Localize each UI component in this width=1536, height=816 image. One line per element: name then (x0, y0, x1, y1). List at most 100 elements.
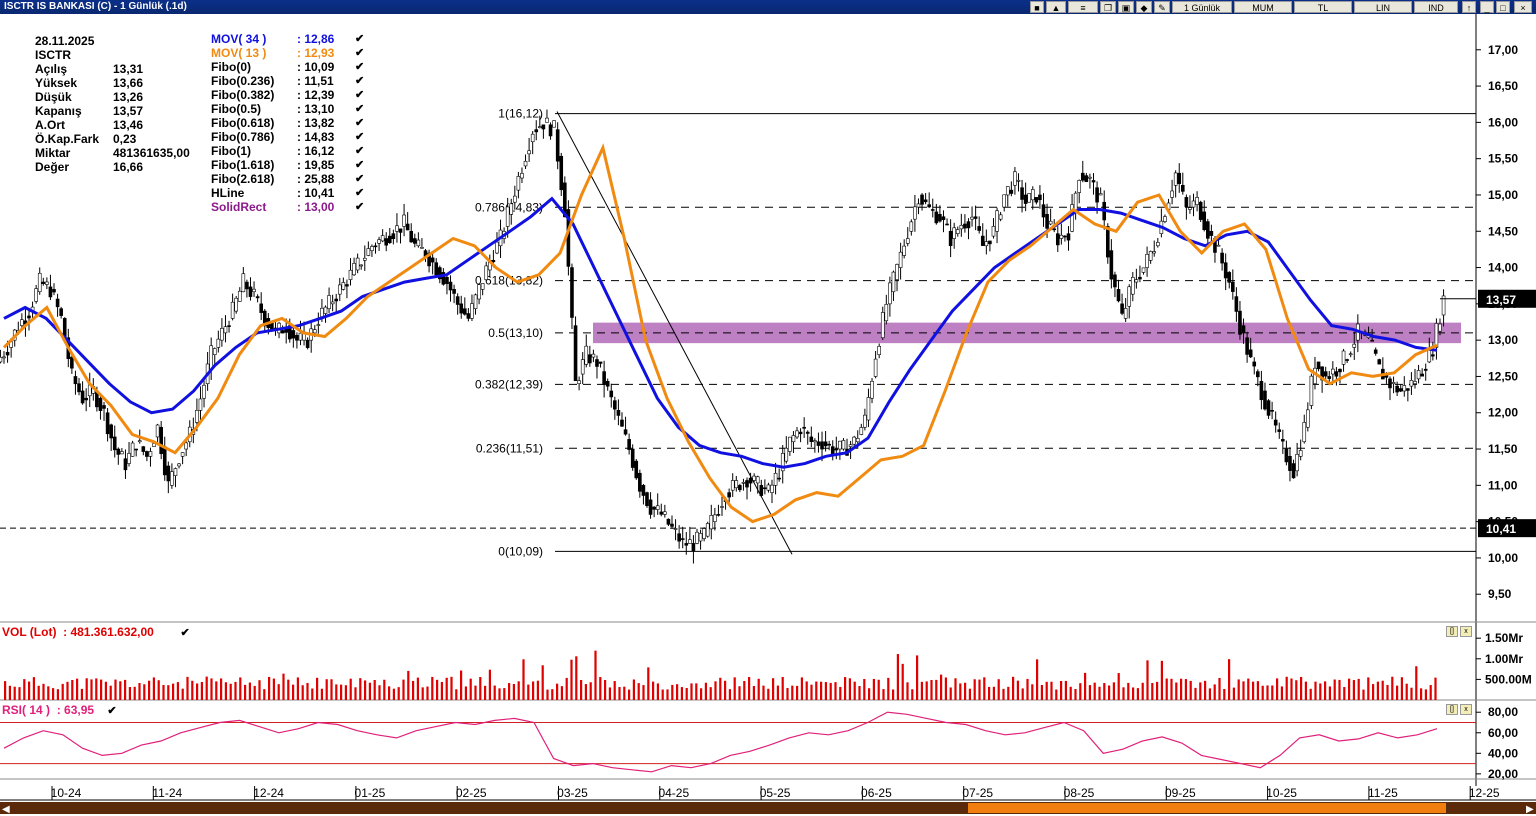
scrollbar-thumb[interactable] (968, 803, 1446, 813)
zoom-icon[interactable]: ◆ (1136, 1, 1152, 13)
volume-bar (402, 679, 405, 700)
candle-body (616, 410, 621, 416)
volume-bar (1151, 682, 1154, 700)
visible-check-icon[interactable]: ✔ (355, 159, 365, 171)
volume-bar (234, 681, 237, 700)
volume-bar (378, 685, 381, 700)
candle-body (630, 448, 635, 468)
scroll-right-icon: ▶ (1526, 804, 1534, 815)
price-tick-label: 14,50 (1488, 224, 1518, 238)
draw-icon[interactable]: ✎ (1154, 1, 1170, 13)
compare-icon[interactable]: ≡ (1068, 1, 1098, 13)
volume-bar (599, 677, 602, 700)
indicator-row[interactable]: Fibo(0.786): 14,83 ✔ (211, 130, 371, 144)
indicator-row[interactable]: Fibo(0.236): 11,51 ✔ (211, 74, 371, 88)
volume-close-icon[interactable]: x (1460, 626, 1472, 637)
indicator-row[interactable]: Fibo(0): 10,09 ✔ (211, 60, 371, 74)
visible-check-icon[interactable]: ✔ (355, 89, 365, 101)
volume-bar (61, 683, 64, 700)
candle-body (170, 471, 174, 486)
indicator-row[interactable]: MOV( 13 ): 12,93 ✔ (211, 46, 371, 60)
candle-body (1206, 221, 1210, 239)
candle-body (395, 225, 399, 232)
mode-dropdown[interactable]: IND (1414, 1, 1458, 13)
candle-body (1220, 252, 1224, 264)
visible-check-icon[interactable]: ✔ (355, 187, 365, 199)
visible-check-icon[interactable]: ✔ (355, 173, 365, 185)
maximize-icon[interactable]: □ (1496, 1, 1510, 13)
volume-bar (128, 686, 131, 700)
indicator-row[interactable]: Fibo(0.382): 12,39 ✔ (211, 88, 371, 102)
candle-body (362, 257, 367, 261)
indicator-row[interactable]: Fibo(0.5): 13,10 ✔ (211, 102, 371, 116)
rsi-tick-label: 20,00 (1488, 767, 1518, 781)
close-icon[interactable]: × (1514, 1, 1532, 13)
rsi-settings-icon[interactable]: [] (1446, 704, 1458, 715)
currency-dropdown[interactable]: TL (1294, 1, 1352, 13)
visible-check-icon[interactable]: ✔ (355, 47, 365, 59)
volume-bar (1136, 688, 1139, 700)
indicator-row[interactable]: HLine: 10,41 ✔ (211, 186, 371, 200)
help-icon[interactable]: ↑ (1462, 1, 1476, 13)
template-icon[interactable]: ▣ (1118, 1, 1134, 13)
candle-body (1323, 371, 1328, 377)
indicator-row[interactable]: Fibo(1.618): 19,85 ✔ (211, 158, 371, 172)
candle-body (1377, 359, 1382, 365)
copy-icon[interactable]: ❐ (1100, 1, 1116, 13)
scale-dropdown[interactable]: LIN (1354, 1, 1412, 13)
volume-bar (733, 677, 736, 700)
time-tick-label: 12-25 (1469, 786, 1500, 800)
candle-body (763, 487, 767, 490)
candle-body (988, 240, 992, 245)
rsi-close-icon[interactable]: x (1460, 704, 1472, 715)
volume-bar (397, 687, 400, 700)
price-chart[interactable]: 17,0016,5016,0015,5015,0014,5014,0013,50… (0, 14, 1536, 816)
visible-check-icon[interactable]: ✔ (355, 75, 365, 87)
minimize-icon[interactable]: _ (1480, 1, 1494, 13)
candle-body (366, 248, 371, 256)
volume-bar (738, 686, 741, 700)
candle-body (563, 182, 567, 218)
visible-check-icon[interactable]: ✔ (355, 131, 365, 143)
volume-bar (445, 677, 448, 700)
candle-body (1202, 211, 1207, 231)
volume-bar (1117, 673, 1120, 700)
visible-check-icon[interactable]: ✔ (355, 117, 365, 129)
visible-check-icon[interactable]: ✔ (355, 145, 365, 157)
visible-check-icon[interactable]: ✔ (355, 103, 365, 115)
candle-body (1256, 371, 1260, 378)
indicator-row[interactable]: MOV( 34 ): 12,86 ✔ (211, 32, 371, 46)
volume-settings-icon[interactable]: [] (1446, 626, 1458, 637)
candle-body (495, 241, 499, 254)
volume-bar (205, 676, 208, 700)
candle-body (1334, 371, 1339, 377)
candle-body (1352, 343, 1357, 348)
candle-body (791, 435, 796, 443)
period-dropdown[interactable]: 1 Günlük (1172, 1, 1232, 13)
indicator-row[interactable]: Fibo(0.618): 13,82 ✔ (211, 116, 371, 130)
visible-check-icon[interactable]: ✔ (355, 61, 365, 73)
visible-check-icon[interactable]: ✔ (355, 201, 365, 213)
candle-body (123, 458, 128, 471)
candle-body (977, 226, 981, 231)
indicator-row[interactable]: Fibo(2.618): 25,88 ✔ (211, 172, 371, 186)
candle-body (1023, 194, 1028, 204)
chart-style-dropdown[interactable]: MUM (1234, 1, 1292, 13)
indicator-row[interactable]: SolidRect: 13,00 ✔ (211, 200, 371, 214)
candle-body (255, 296, 260, 299)
lock-icon[interactable]: ■ (1030, 1, 1044, 13)
volume-bar (431, 676, 434, 700)
indicator-row[interactable]: Fibo(1): 16,12 ✔ (211, 144, 371, 158)
volume-bar (176, 682, 179, 700)
visible-check-icon[interactable]: ✔ (355, 33, 365, 45)
candle-body (298, 332, 303, 341)
candle-body (459, 303, 464, 314)
candle-body (534, 129, 539, 133)
volume-bar (642, 685, 645, 700)
volume-bar (853, 681, 856, 700)
volume-bar (656, 683, 659, 700)
volume-bar (834, 682, 837, 700)
pin-icon[interactable]: ▲ (1046, 1, 1066, 13)
volume-bar (575, 656, 578, 700)
candle-body (1152, 251, 1157, 254)
